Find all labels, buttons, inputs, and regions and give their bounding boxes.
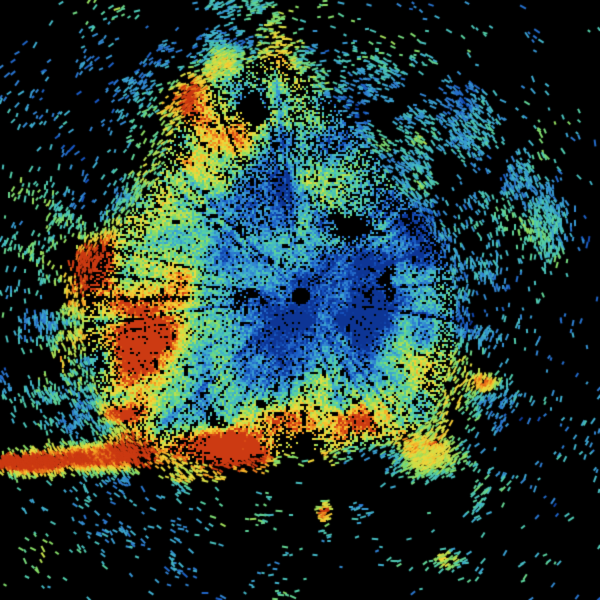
- lidar-scan-view: [0, 0, 600, 600]
- scan-canvas: [0, 0, 600, 600]
